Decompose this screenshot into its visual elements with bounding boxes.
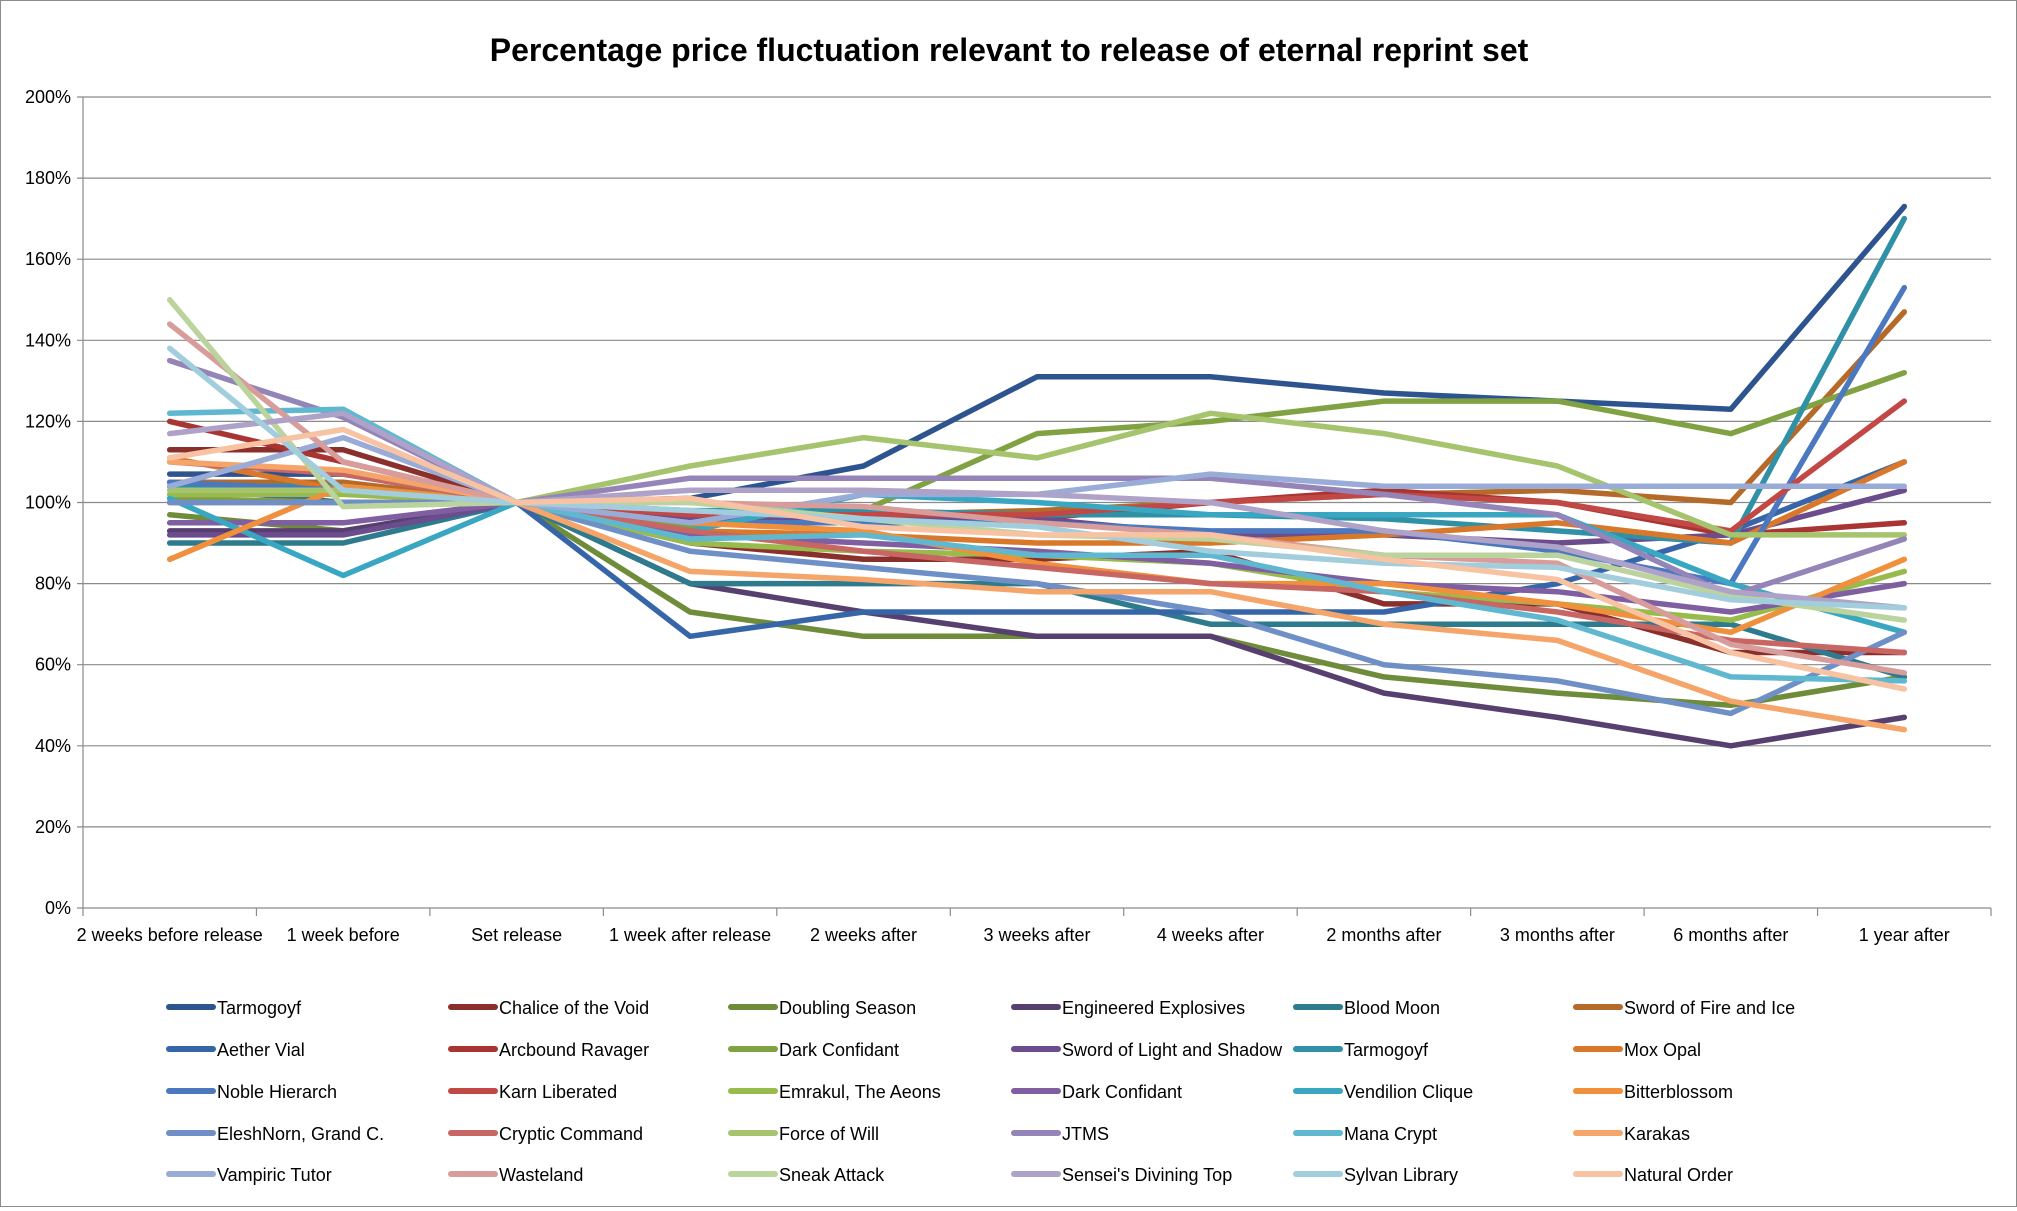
series-line: [166, 345, 1908, 611]
legend-label: Vendilion Clique: [1344, 1082, 1473, 1102]
x-tick-label: 4 weeks after: [1157, 925, 1264, 945]
y-tick-label: 0%: [45, 898, 71, 918]
x-tick-label: 3 weeks after: [983, 925, 1090, 945]
y-tick-label: 160%: [25, 249, 71, 269]
legend-label: Sneak Attack: [779, 1165, 885, 1185]
legend-label: JTMS: [1062, 1124, 1109, 1144]
legend-label: Chalice of the Void: [499, 998, 649, 1018]
x-axis-ticks: 2 weeks before release 1 week before Set r…: [77, 908, 1992, 945]
series-line: [166, 321, 1908, 676]
legend-label: EleshNorn, Grand C.: [217, 1124, 384, 1144]
legend-label: Tarmogoyf: [1344, 1040, 1429, 1060]
series-line: [166, 410, 1908, 611]
y-axis-ticks: 0% 20% 40% 60% 80% 100% 120% 140% 160% 180% 200%: [25, 87, 71, 918]
legend-label: Sword of Light and Shadow: [1062, 1040, 1283, 1060]
x-tick-label: 2 weeks after: [810, 925, 917, 945]
legend-label: Karn Liberated: [499, 1082, 617, 1102]
legend-label: Wasteland: [499, 1165, 583, 1185]
legend-label: Engineered Explosives: [1062, 998, 1245, 1018]
y-tick-label: 200%: [25, 87, 71, 107]
y-tick-label: 60%: [35, 655, 71, 675]
x-tick-label: Set release: [471, 925, 562, 945]
series-line: [166, 491, 1908, 636]
legend-label: Cryptic Command: [499, 1124, 643, 1144]
legend-label: Sylvan Library: [1344, 1165, 1458, 1185]
x-tick-label: 1 week before: [287, 925, 400, 945]
x-tick-label: 3 months after: [1500, 925, 1615, 945]
x-tick-label: 1 week after release: [609, 925, 771, 945]
y-tick-label: 80%: [35, 574, 71, 594]
x-tick-label: 2 weeks before release: [77, 925, 263, 945]
legend-label: Blood Moon: [1344, 998, 1440, 1018]
legend-label: Sword of Fire and Ice: [1624, 998, 1795, 1018]
series-lines: [166, 203, 1908, 749]
legend-label: Dark Confidant: [779, 1040, 899, 1060]
legend-label: Karakas: [1624, 1124, 1690, 1144]
y-tick-label: 100%: [25, 493, 71, 513]
legend-label: Emrakul, The Aeons: [779, 1082, 941, 1102]
series-line: [166, 499, 1908, 615]
legend-label: Bitterblossom: [1624, 1082, 1733, 1102]
legend-label: Arcbound Ravager: [499, 1040, 649, 1060]
x-tick-label: 1 year after: [1859, 925, 1950, 945]
legend-label: Aether Vial: [217, 1040, 305, 1060]
y-tick-label: 120%: [25, 411, 71, 431]
legend-label: Dark Confidant: [1062, 1082, 1182, 1102]
y-tick-label: 140%: [25, 330, 71, 350]
legend-label: Vampiric Tutor: [217, 1165, 332, 1185]
legend-label: Force of Will: [779, 1124, 879, 1144]
y-tick-label: 180%: [25, 168, 71, 188]
x-tick-label: 6 months after: [1673, 925, 1788, 945]
legend-label: Doubling Season: [779, 998, 916, 1018]
x-tick-label: 2 months after: [1326, 925, 1441, 945]
legend-label: Noble Hierarch: [217, 1082, 337, 1102]
legend-label: Natural Order: [1624, 1165, 1733, 1185]
legend-label: Mox Opal: [1624, 1040, 1701, 1060]
legend-label: Sensei's Divining Top: [1062, 1165, 1232, 1185]
y-tick-label: 40%: [35, 736, 71, 756]
legend: Tarmogoyf Chalice of the Void Doubling Sea…: [166, 998, 1795, 1185]
y-tick-label: 20%: [35, 817, 71, 837]
legend-label: Mana Crypt: [1344, 1124, 1437, 1144]
chart-title: Percentage price fluctuation relevant to…: [490, 32, 1529, 68]
legend-label: Tarmogoyf: [217, 998, 302, 1018]
series-line: [166, 426, 1908, 692]
